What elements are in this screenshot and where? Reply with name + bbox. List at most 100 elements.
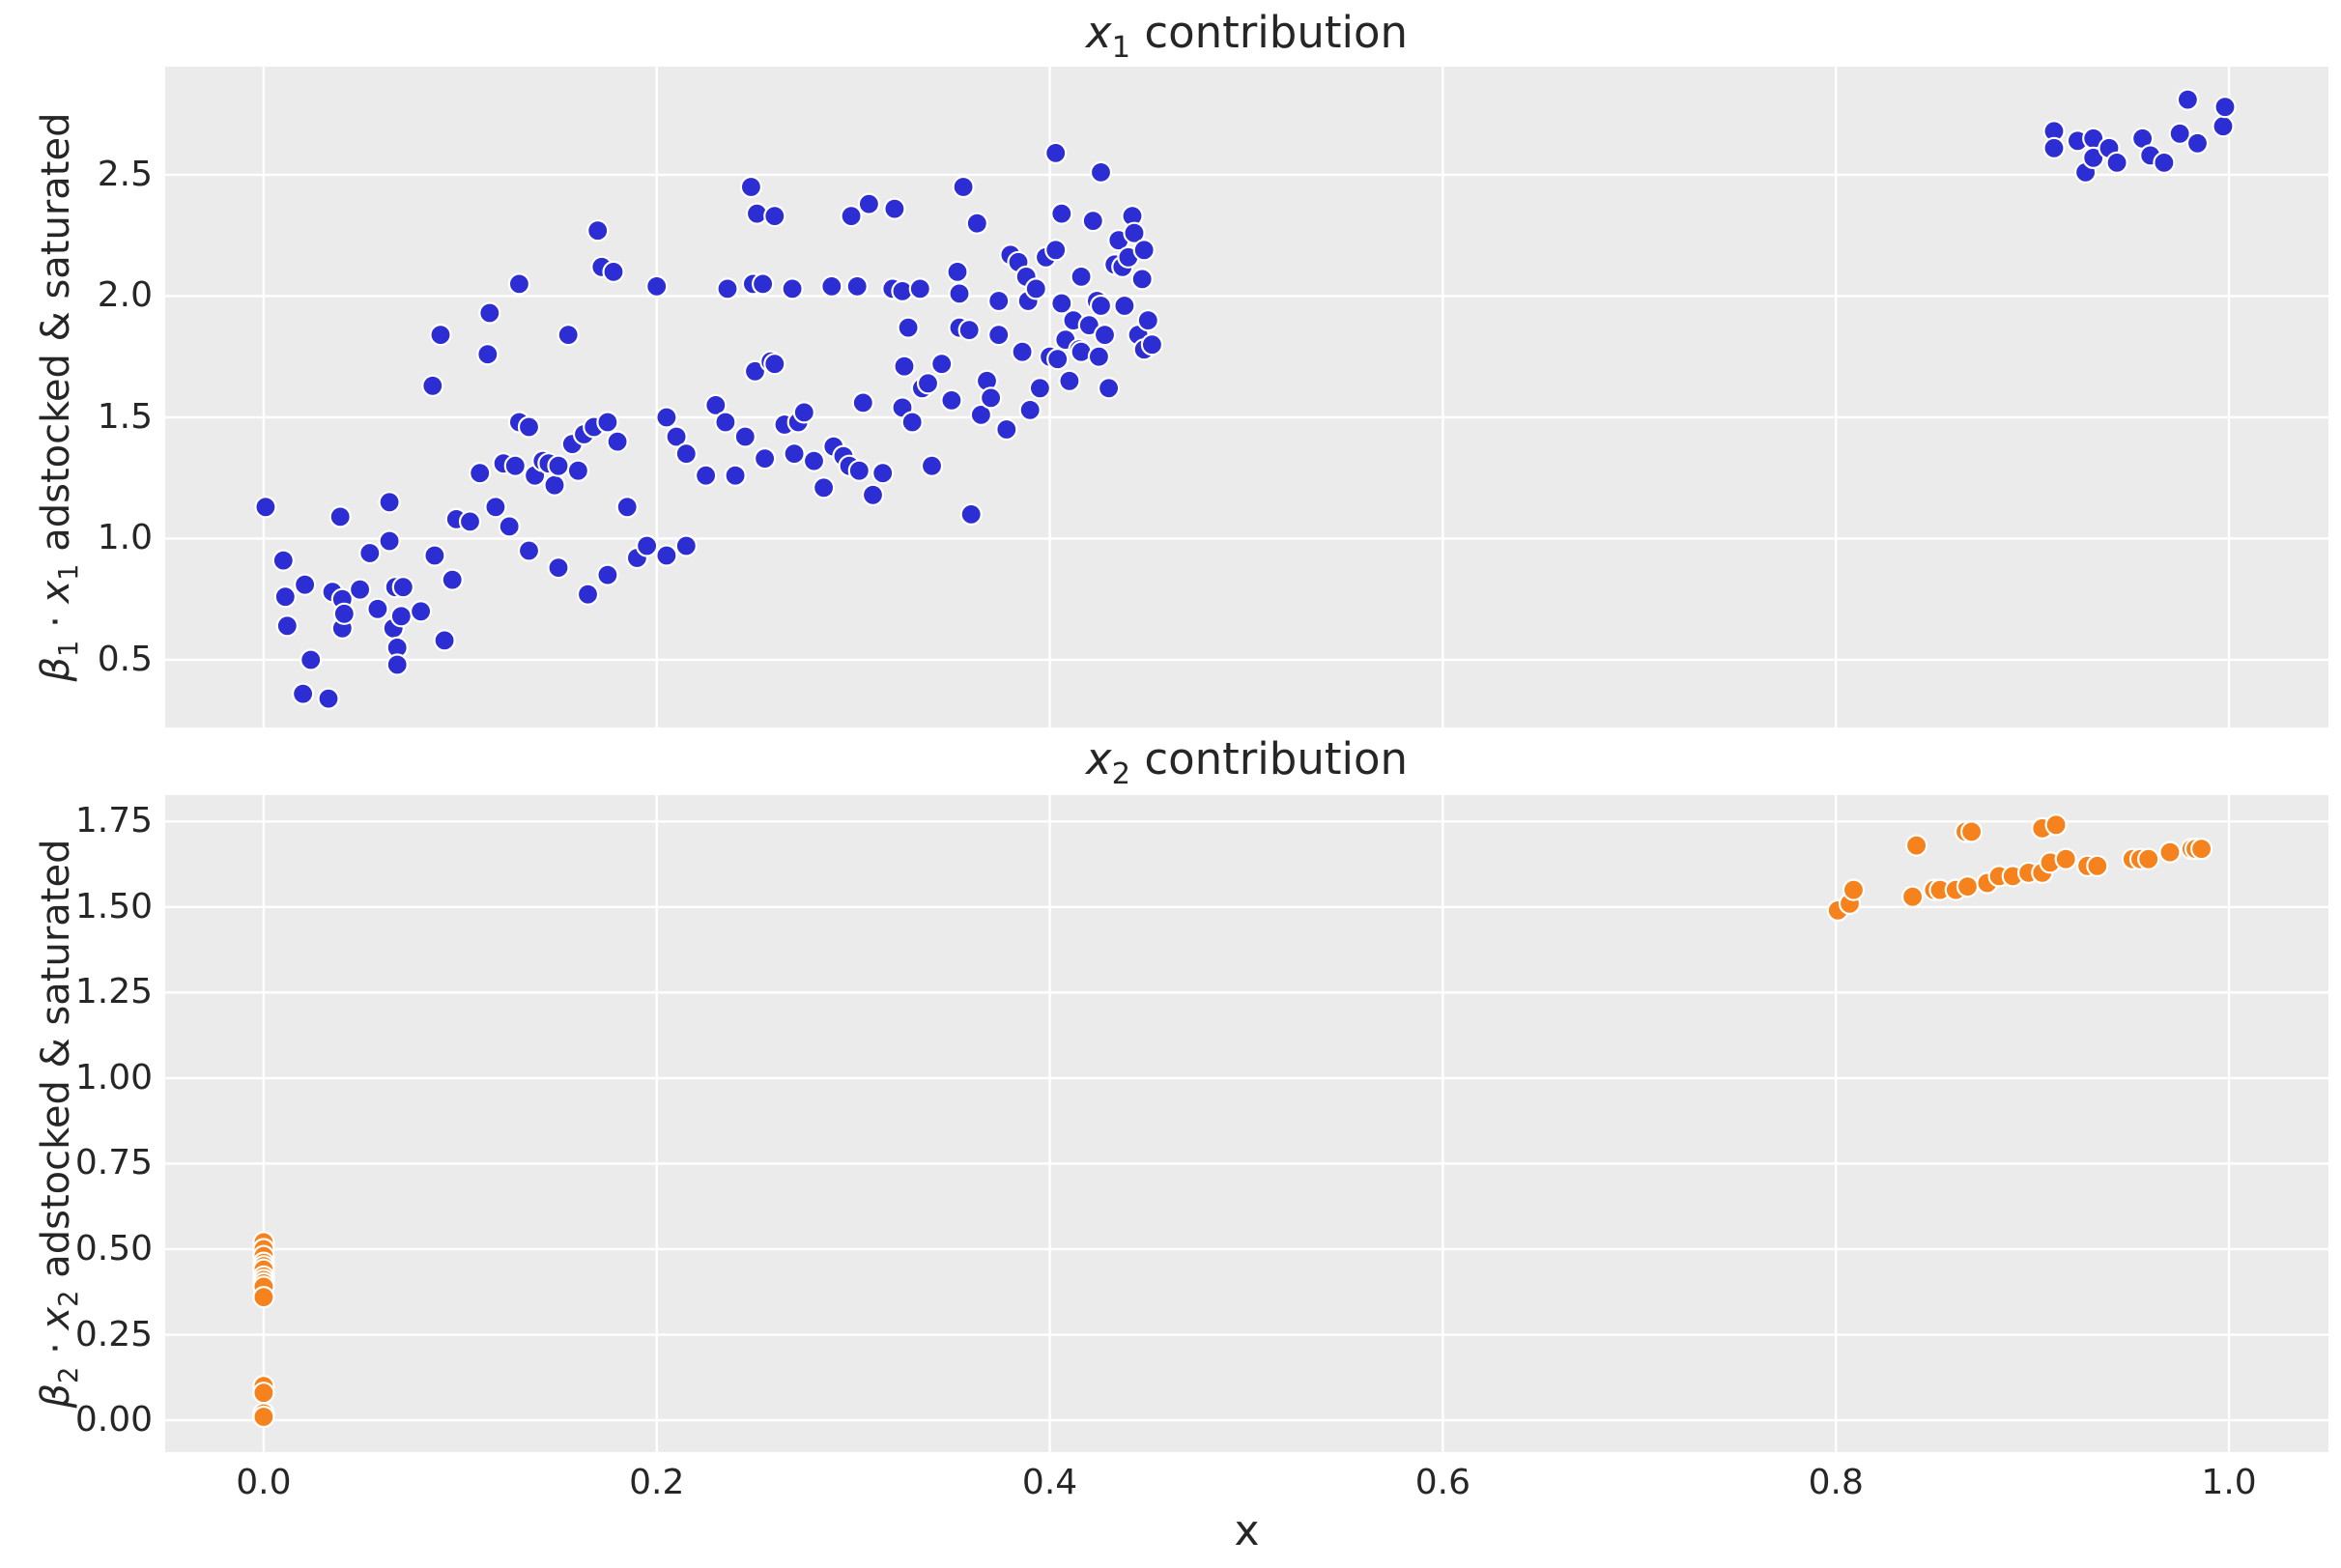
data-point-x1 bbox=[802, 449, 826, 472]
data-point-x1 bbox=[763, 205, 786, 228]
data-point-x1 bbox=[694, 464, 718, 487]
data-point-x1 bbox=[733, 425, 757, 448]
data-point-x1 bbox=[1140, 333, 1164, 356]
x-axis-label: x bbox=[1234, 1506, 1260, 1555]
data-point-x1 bbox=[751, 272, 775, 296]
data-point-x1 bbox=[389, 605, 413, 628]
data-point-x1 bbox=[1046, 348, 1070, 371]
data-point-x2 bbox=[2137, 847, 2160, 870]
data-point-x2 bbox=[1959, 820, 1984, 843]
data-point-x1 bbox=[317, 687, 340, 710]
data-point-x1 bbox=[1044, 141, 1068, 165]
x-tick-label: 0.8 bbox=[1808, 1463, 1864, 1502]
data-point-x1 bbox=[2153, 151, 2176, 175]
data-point-x1 bbox=[332, 602, 356, 625]
data-point-x1 bbox=[714, 411, 737, 434]
y-tick-label: 0.00 bbox=[74, 1400, 153, 1440]
data-point-x1 bbox=[507, 272, 530, 296]
data-point-x1 bbox=[857, 192, 881, 215]
x-tick-label: 0.0 bbox=[236, 1463, 292, 1502]
data-point-x1 bbox=[271, 549, 295, 572]
data-point-x1 bbox=[957, 319, 981, 342]
y-tick-label: 0.75 bbox=[74, 1143, 153, 1183]
data-point-x1 bbox=[1058, 369, 1081, 392]
data-point-x1 bbox=[716, 277, 739, 300]
y-tick-label: 1.00 bbox=[74, 1057, 153, 1098]
data-point-x1 bbox=[845, 274, 869, 298]
data-point-x1 bbox=[429, 324, 452, 347]
data-point-x1 bbox=[763, 353, 786, 376]
data-point-x2 bbox=[2044, 813, 2068, 837]
data-point-x2 bbox=[1904, 834, 1928, 857]
data-point-x1 bbox=[636, 534, 659, 557]
data-point-x1 bbox=[503, 454, 527, 477]
data-point-x1 bbox=[517, 539, 541, 562]
data-point-x1 bbox=[940, 388, 963, 412]
bottom-panel-title: x2 contribution bbox=[165, 733, 2328, 789]
data-point-x1 bbox=[458, 510, 482, 533]
data-point-x1 bbox=[847, 459, 871, 482]
data-point-x1 bbox=[820, 274, 843, 298]
y-tick-label: 0.5 bbox=[97, 639, 153, 679]
data-point-x1 bbox=[484, 496, 507, 519]
label-text: contribution bbox=[1130, 7, 1409, 58]
label-text: contribution bbox=[1130, 733, 1409, 784]
data-point-x2 bbox=[252, 1405, 275, 1429]
y-tick-label: 1.25 bbox=[74, 972, 153, 1012]
data-point-x1 bbox=[987, 324, 1011, 347]
label-subscript: 2 bbox=[54, 1366, 84, 1383]
data-point-x1 bbox=[893, 355, 916, 378]
label-text: x bbox=[1085, 733, 1112, 784]
data-point-x1 bbox=[433, 629, 456, 652]
data-point-x1 bbox=[674, 442, 698, 466]
data-point-x2 bbox=[1841, 878, 1866, 901]
data-point-x1 bbox=[254, 496, 277, 519]
data-point-x2 bbox=[2054, 847, 2077, 870]
data-point-x1 bbox=[655, 406, 678, 429]
x-tick-label: 0.2 bbox=[629, 1463, 685, 1502]
data-point-x1 bbox=[2168, 122, 2191, 145]
data-point-x1 bbox=[1136, 309, 1159, 332]
data-point-x1 bbox=[871, 462, 895, 485]
y-tick-label: 1.50 bbox=[74, 886, 153, 927]
data-point-x1 bbox=[792, 401, 815, 424]
data-point-x1 bbox=[2212, 115, 2235, 138]
data-point-x1 bbox=[1113, 294, 1136, 318]
data-point-x1 bbox=[1132, 239, 1156, 262]
top-panel-plot-area bbox=[165, 67, 2328, 727]
label-text: x bbox=[34, 580, 78, 604]
label-text: x bbox=[1085, 7, 1112, 58]
data-point-x1 bbox=[753, 447, 777, 470]
data-point-x1 bbox=[275, 614, 299, 638]
data-point-x1 bbox=[1028, 377, 1052, 400]
data-point-x1 bbox=[2176, 88, 2199, 111]
y-tick-label: 1.0 bbox=[97, 518, 153, 558]
data-point-x1 bbox=[1050, 292, 1073, 315]
data-point-x1 bbox=[1130, 268, 1154, 291]
data-point-x1 bbox=[1087, 345, 1111, 368]
y-tick-label: 1.75 bbox=[74, 801, 153, 841]
data-point-x1 bbox=[724, 464, 747, 487]
data-point-x1 bbox=[358, 541, 382, 565]
data-point-x2 bbox=[252, 1285, 275, 1309]
data-point-x1 bbox=[378, 529, 401, 553]
y-tick-label: 0.25 bbox=[74, 1314, 153, 1354]
data-point-x2 bbox=[2158, 841, 2182, 864]
data-point-x1 bbox=[645, 274, 669, 298]
label-subscript: 2 bbox=[54, 1290, 84, 1307]
data-point-x1 bbox=[498, 515, 521, 538]
data-point-x1 bbox=[476, 343, 500, 366]
data-point-x1 bbox=[366, 597, 389, 620]
label-subscript: 1 bbox=[54, 563, 84, 581]
x-tick-label: 1.0 bbox=[2201, 1463, 2257, 1502]
data-point-x1 bbox=[294, 573, 317, 596]
data-point-x1 bbox=[328, 505, 352, 528]
data-point-x1 bbox=[1044, 239, 1068, 262]
data-point-x1 bbox=[812, 476, 836, 499]
data-point-x1 bbox=[2213, 96, 2237, 119]
data-point-x1 bbox=[1018, 398, 1042, 421]
data-point-x1 bbox=[1050, 202, 1073, 225]
data-point-x1 bbox=[2185, 131, 2210, 155]
data-point-x1 bbox=[861, 483, 885, 506]
